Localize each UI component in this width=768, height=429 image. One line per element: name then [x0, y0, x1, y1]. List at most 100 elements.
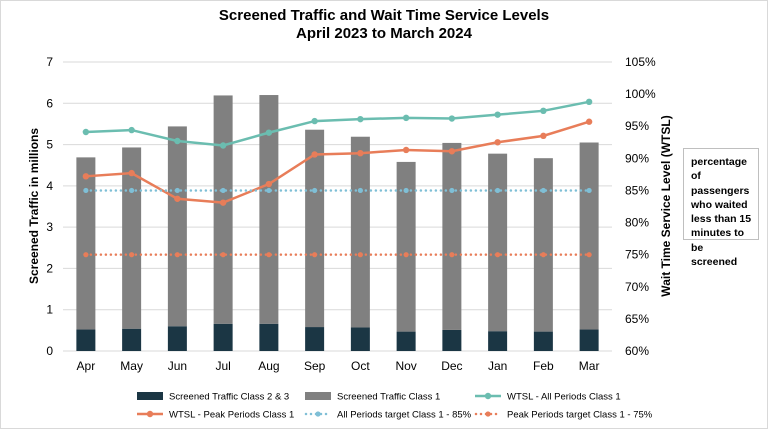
y2-tick-label: 70%	[625, 280, 649, 294]
bar-class-1	[213, 95, 233, 324]
y2-tick-label: 60%	[625, 344, 649, 358]
left-axis-ticks: 0 1 2 3 4 5 6 7	[46, 55, 53, 358]
wtsl-marker	[311, 151, 318, 158]
target-marker	[312, 187, 318, 194]
y2-axis-label: Wait Time Service Level (WTSL)	[659, 115, 673, 296]
y2-tick-label: 105%	[625, 55, 656, 69]
legend-marker	[315, 411, 321, 417]
y-tick-label: 4	[46, 179, 53, 193]
wtsl-marker	[585, 118, 593, 125]
bar-class-2-3	[167, 326, 187, 351]
target-marker	[83, 252, 89, 258]
wtsl-marker	[494, 111, 501, 118]
target-marker	[357, 252, 363, 258]
y2-tick-label: 75%	[625, 248, 649, 262]
wtsl-marker	[357, 149, 364, 157]
y-tick-label: 7	[46, 55, 53, 69]
target-marker	[449, 252, 455, 258]
y-tick-label: 2	[46, 261, 53, 275]
legend-swatch	[137, 392, 163, 400]
x-tick-label: May	[120, 359, 143, 373]
y2-tick-label: 100%	[625, 87, 656, 101]
wtsl-marker	[265, 129, 273, 136]
x-tick-label: Jun	[168, 359, 187, 373]
x-tick-label: Mar	[579, 359, 600, 373]
x-tick-label: Nov	[395, 359, 416, 373]
y-tick-label: 0	[46, 344, 53, 358]
bar-class-1	[259, 95, 279, 324]
target-marker	[266, 252, 272, 258]
legend-label: All Periods target Class 1 - 85%	[337, 410, 472, 421]
x-tick-label: Jan	[488, 359, 507, 373]
bar-class-1	[350, 136, 370, 328]
annotation-box: percentage of passengers who waited less…	[683, 148, 759, 268]
target-marker	[266, 187, 272, 194]
target-marker	[174, 252, 180, 258]
bar-class-1	[167, 126, 187, 327]
legend-marker	[485, 411, 491, 417]
x-tick-label: Oct	[351, 359, 370, 373]
target-marker	[220, 187, 226, 194]
bar-class-1	[76, 157, 96, 330]
y-tick-label: 3	[46, 220, 53, 234]
wtsl-marker	[540, 132, 547, 140]
line-series-group	[82, 98, 593, 258]
y2-tick-label: 80%	[625, 216, 649, 230]
y2-tick-label: 90%	[625, 151, 649, 165]
target-marker	[586, 187, 592, 194]
wtsl-marker	[357, 115, 364, 123]
wtsl-marker	[402, 114, 410, 122]
y-tick-label: 1	[46, 303, 53, 317]
y-tick-label: 6	[46, 96, 53, 110]
target-marker	[312, 252, 318, 258]
legend-label: WTSL - Peak Periods Class 1	[169, 410, 294, 421]
bar-class-2-3	[488, 331, 508, 351]
wtsl-marker	[128, 126, 135, 134]
x-tick-label: Jul	[215, 359, 230, 373]
bar-class-1	[442, 142, 462, 330]
x-tick-label: Feb	[533, 359, 554, 373]
legend-label: Peak Periods target Class 1 - 75%	[507, 410, 653, 421]
target-marker	[495, 252, 501, 258]
wtsl-marker	[219, 142, 227, 149]
wtsl-marker	[448, 115, 456, 122]
bar-class-2-3	[579, 329, 599, 351]
target-marker	[449, 187, 455, 194]
y-tick-label: 5	[46, 138, 53, 152]
legend: Screened Traffic Class 2 & 3 Screened Tra…	[137, 392, 653, 421]
target-marker	[129, 187, 135, 194]
bar-class-1	[488, 153, 508, 332]
wtsl-marker	[174, 137, 181, 145]
bar-class-1	[122, 147, 142, 329]
bar-class-2-3	[76, 329, 96, 351]
wtsl-line-1	[85, 120, 590, 204]
bar-class-2-3	[259, 323, 279, 351]
wtsl-marker	[540, 107, 547, 115]
y2-tick-label: 65%	[625, 312, 649, 326]
x-axis-ticks: Apr May Jun Jul Aug Sep Oct Nov Dec Jan Feb Mar	[77, 359, 600, 373]
bar-class-2-3	[213, 323, 233, 351]
target-marker	[220, 252, 226, 258]
legend-swatch	[305, 392, 331, 400]
y2-tick-label: 85%	[625, 183, 649, 197]
bar-class-2-3	[533, 331, 553, 351]
bar-class-1	[579, 142, 599, 330]
wtsl-marker	[311, 117, 318, 125]
bar-class-2-3	[305, 327, 325, 351]
wtsl-line-0	[85, 100, 590, 147]
legend-label: Screened Traffic Class 1	[337, 392, 440, 403]
x-tick-label: Apr	[77, 359, 96, 373]
bar-class-1	[305, 129, 325, 328]
chart-title-line-2: April 2023 to March 2024	[296, 25, 473, 42]
bar-class-2-3	[350, 327, 370, 351]
wtsl-marker	[128, 169, 135, 177]
right-axis-ticks: 60% 65% 70% 75% 80% 85% 90% 95% 100% 105%	[625, 55, 656, 358]
bar-series-group	[76, 95, 599, 351]
bar-class-2-3	[396, 331, 416, 351]
target-marker	[403, 187, 409, 194]
wtsl-marker	[494, 139, 501, 146]
y-axis-label: Screened Traffic in millions	[27, 128, 41, 284]
chart-title-line-1: Screened Traffic and Wait Time Service L…	[219, 7, 549, 24]
x-tick-label: Aug	[258, 359, 279, 373]
wtsl-marker	[82, 128, 90, 136]
